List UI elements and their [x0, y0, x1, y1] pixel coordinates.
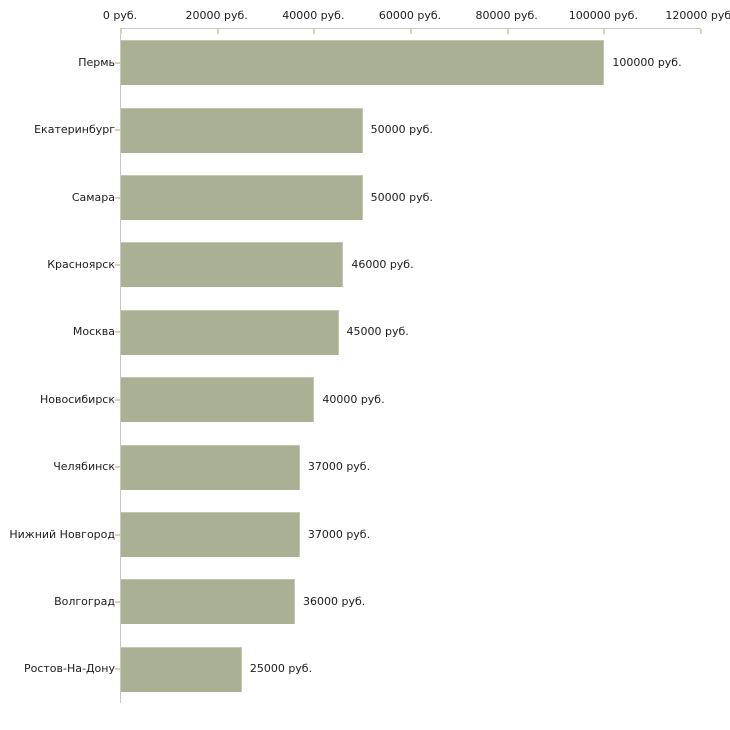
category-label: Красноярск [47, 257, 115, 271]
category-label: Ростов-На-Дону [23, 662, 115, 676]
x-tick-label: 120000 руб. [665, 9, 730, 22]
x-tick-label: 20000 руб. [185, 9, 248, 22]
category-label: Москва [72, 325, 115, 339]
y-tick-mark [115, 398, 120, 401]
category-label: Самара [71, 190, 115, 204]
bar [121, 444, 300, 490]
value-label: 50000 руб. [370, 123, 433, 137]
value-label: 40000 руб. [322, 392, 385, 406]
x-tick-label: 60000 руб. [378, 9, 442, 22]
value-label: 37000 руб. [307, 527, 371, 541]
bar [121, 512, 300, 557]
y-tick-mark [115, 196, 120, 199]
y-tick-mark [115, 533, 120, 536]
y-tick-mark [115, 61, 120, 64]
bar [121, 579, 295, 625]
x-tick-label: 0 руб. [102, 9, 138, 22]
y-tick-mark [115, 129, 120, 132]
x-tick-mark [120, 29, 122, 34]
y-tick-mark [115, 331, 120, 334]
bar [121, 377, 315, 423]
bar [121, 107, 363, 153]
bar [121, 309, 339, 355]
x-tick-label: 40000 руб. [282, 9, 345, 22]
y-tick-mark [115, 668, 120, 671]
value-label: 45000 руб. [346, 325, 409, 339]
category-label: Новосибирск [39, 392, 115, 406]
category-label: Нижний Новгород [9, 527, 115, 541]
value-label: 36000 руб. [303, 594, 366, 608]
value-label: 46000 руб. [351, 257, 414, 271]
value-label: 25000 руб. [249, 662, 313, 676]
x-tick-mark [506, 29, 509, 34]
bar [121, 40, 605, 86]
y-tick-mark [115, 600, 120, 603]
category-label: Челябинск [53, 460, 115, 474]
x-tick-mark [700, 29, 702, 34]
category-label: Екатеринбург [34, 123, 115, 137]
x-tick-mark [410, 29, 412, 34]
y-tick-mark [115, 263, 120, 266]
value-label: 100000 руб. [612, 55, 682, 69]
x-tick-label: 80000 руб. [475, 9, 538, 22]
x-tick-label: 100000 руб. [568, 9, 638, 22]
bar [121, 646, 242, 692]
category-label: Волгоград [54, 594, 115, 608]
plot-area: Пермь 100000 руб. Екатеринбург 50000 руб. Са… [9, 28, 702, 703]
bar [121, 242, 344, 288]
x-axis-labels: 0 руб. 20000 руб. 40000 руб. 60000 руб. 8000… [0, 0, 730, 28]
x-tick-mark [603, 29, 606, 34]
value-label: 50000 руб. [370, 190, 433, 204]
bar [121, 175, 363, 220]
y-tick-mark [115, 466, 120, 469]
x-tick-mark [313, 29, 316, 34]
value-label: 37000 руб. [307, 460, 371, 474]
x-tick-mark [216, 29, 219, 34]
category-label: Пермь [78, 55, 115, 69]
